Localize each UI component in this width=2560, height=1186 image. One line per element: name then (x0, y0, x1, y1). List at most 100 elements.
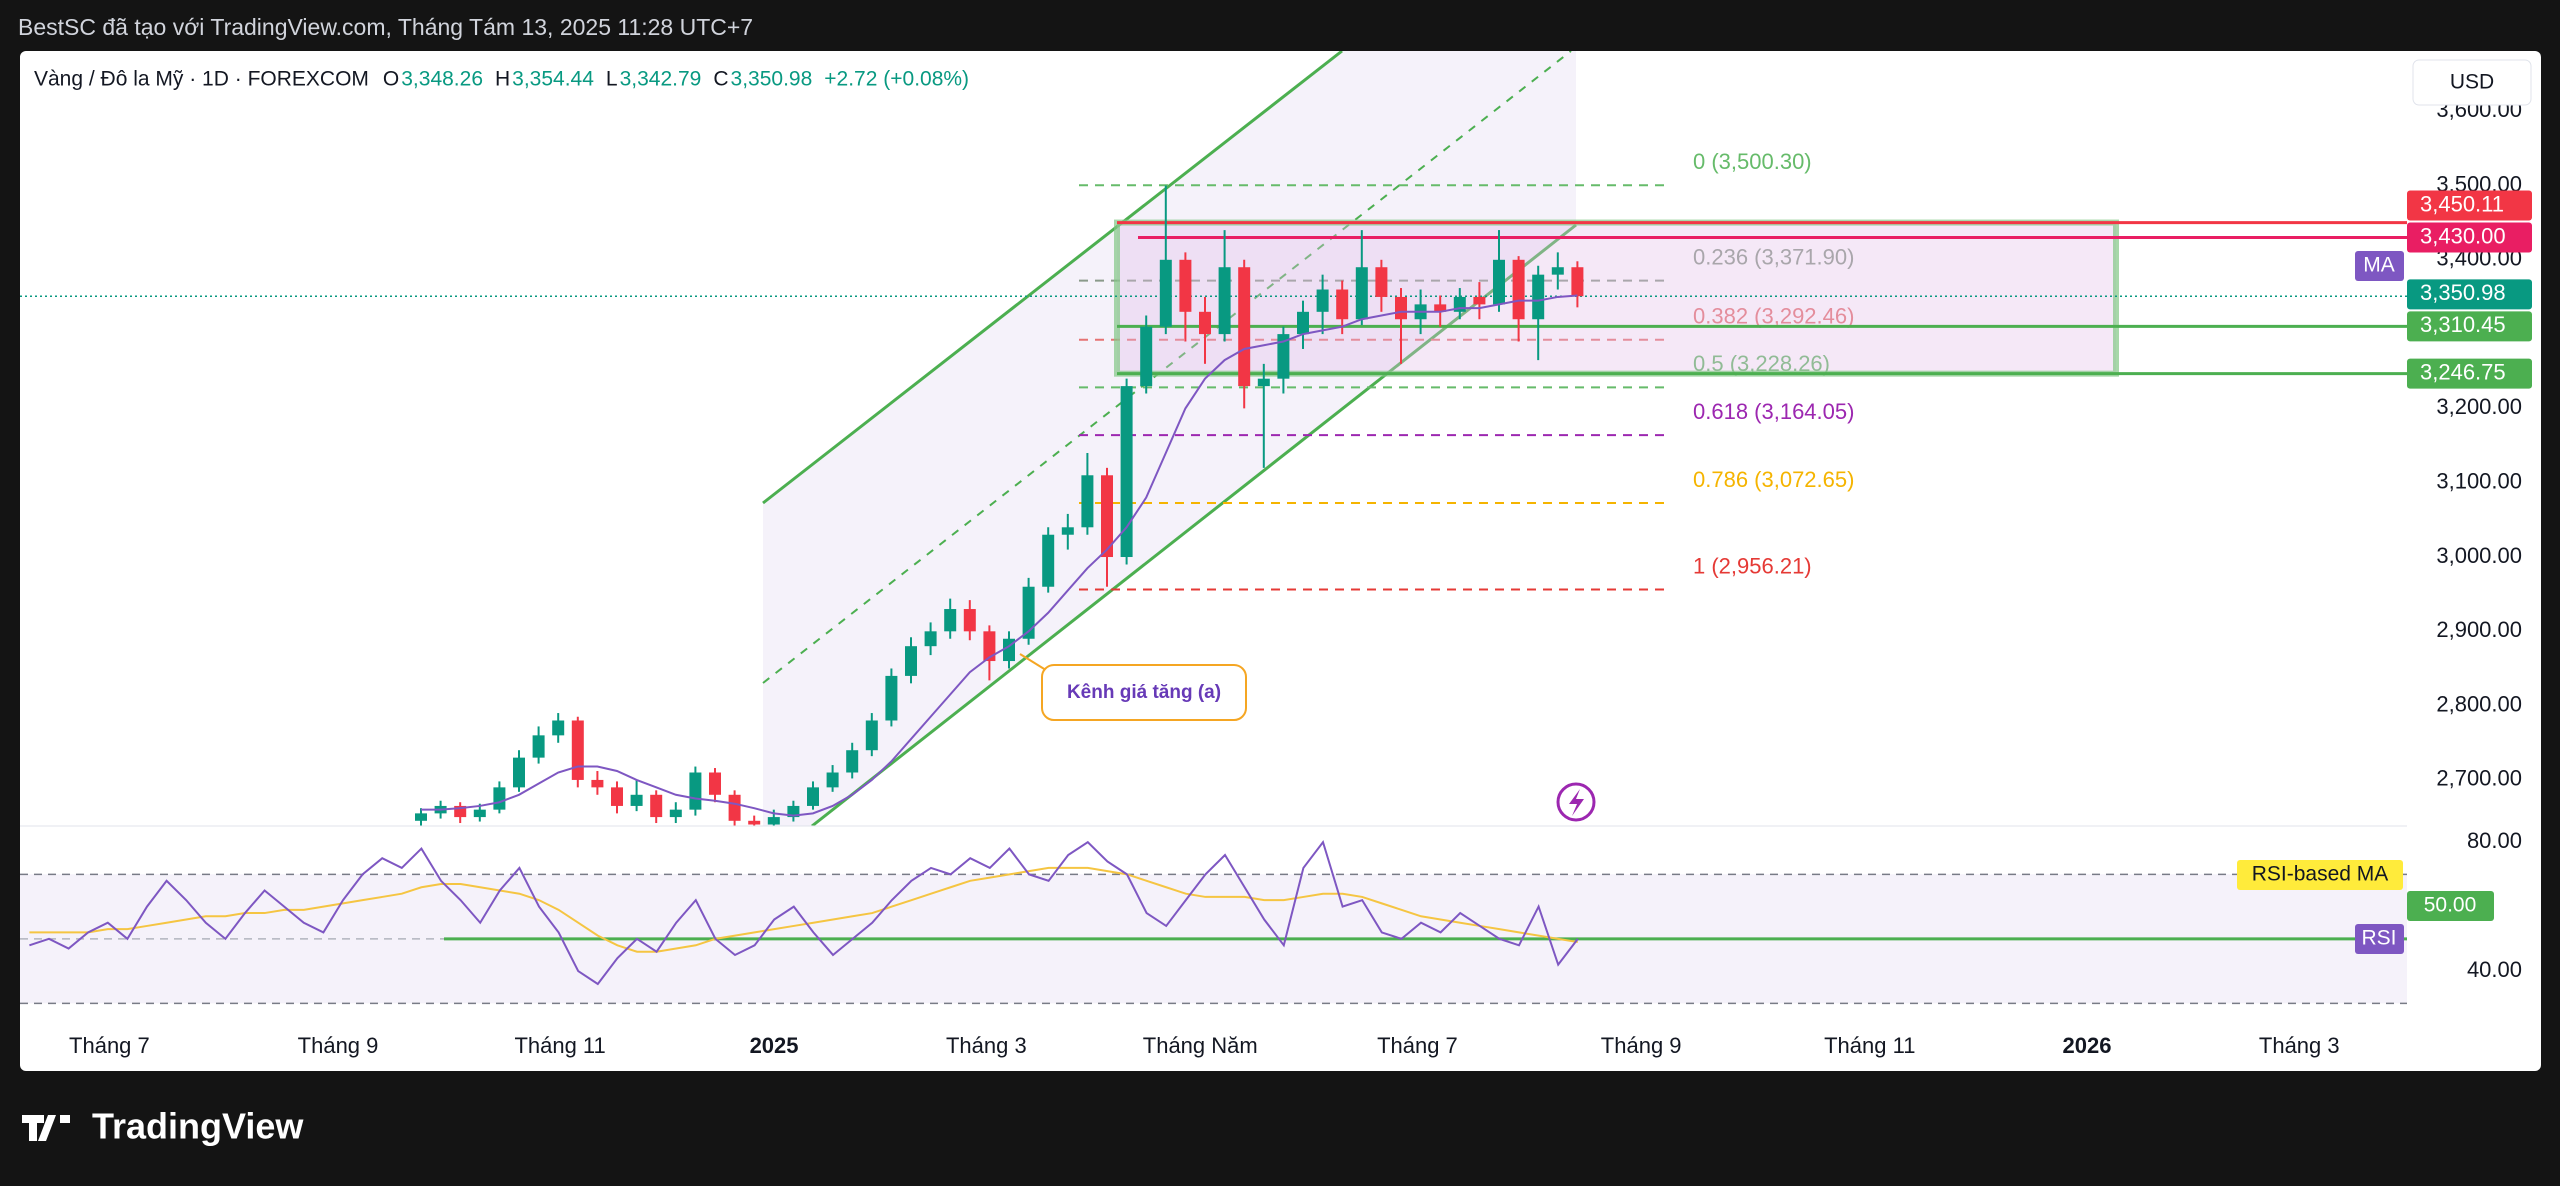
legend: Vàng / Đô la Mỹ · 1D · FOREXCOM O 3,348.26… (26, 62, 1086, 98)
currency: USD (2450, 71, 2494, 94)
y-tick-label: 2,900.00 (2436, 617, 2522, 642)
candle-body (630, 794, 643, 806)
currency-box[interactable] (2412, 59, 2532, 106)
candle-body (1257, 378, 1270, 387)
x-tick-label: Tháng 3 (946, 1033, 1027, 1058)
price-tag (2407, 279, 2532, 310)
candle-body (1316, 289, 1329, 312)
price-tag (2407, 222, 2532, 253)
candle-body (1551, 267, 1564, 275)
candle-body (1081, 475, 1094, 528)
candle-body (473, 809, 486, 818)
candle-body (709, 772, 721, 795)
y-tick-label: 3,000.00 (2436, 543, 2522, 568)
y-tick-label: 2,700.00 (2436, 766, 2522, 791)
fib-label: 0.786 (3,072.65) (1693, 467, 1854, 492)
channel-upper (762, 51, 1343, 505)
price-tag (2407, 190, 2532, 221)
caption: BestSC đã tạo với TradingView.com, Tháng… (18, 14, 753, 40)
candle-body (924, 631, 937, 647)
rsi-ma-tag (2237, 860, 2403, 890)
candle-body (532, 735, 545, 758)
legend-bg (26, 62, 1086, 98)
candle-body (1101, 475, 1113, 558)
channel-fill (763, 51, 1576, 826)
axes: 3,600.003,500.003,400.003,200.003,100.00… (69, 97, 2532, 1058)
candle-body (454, 805, 467, 818)
candle-body (983, 631, 996, 662)
candle-body (1571, 267, 1584, 297)
candle-body (591, 779, 604, 788)
event-bolt (1569, 789, 1584, 816)
rsi-tag (2355, 924, 2404, 954)
candle-body (493, 787, 506, 810)
candle-body (513, 757, 525, 788)
rsi-level-tag-label: 50.00 (2424, 894, 2477, 917)
candle-body (650, 794, 663, 818)
drawings (762, 51, 1577, 826)
x-tick-label: Tháng 7 (1377, 1033, 1458, 1058)
candle-body (1218, 267, 1231, 335)
ohlc-key: O (383, 68, 399, 91)
ohlc-value: 3,350.98 (731, 68, 813, 91)
candle-body (1532, 274, 1545, 320)
candle-body (571, 720, 584, 780)
symbol: Vàng / Đô la Mỹ · 1D · FOREXCOM (34, 68, 369, 91)
callout-box (1041, 664, 1247, 721)
price-tag-label: 3,430.00 (2420, 223, 2506, 248)
range-box (1114, 219, 2119, 377)
candle-body (826, 772, 839, 788)
x-tick-label: Tháng 9 (298, 1033, 379, 1058)
candle-body (689, 772, 702, 810)
ohlc-key: H (495, 68, 510, 91)
rsi-tick-label: 40.00 (2467, 957, 2522, 982)
candle-body (1375, 267, 1388, 297)
x-tick-label: Tháng 3 (2259, 1033, 2340, 1058)
price-tag-label: 3,350.98 (2420, 280, 2506, 305)
y-tick-label: 2,800.00 (2436, 691, 2522, 716)
candle-body (767, 817, 780, 825)
fib-label: 0.236 (3,371.90) (1693, 244, 1854, 269)
ohlc-key: L (606, 68, 618, 91)
rsi-pane (20, 839, 2407, 1005)
fib-label: 0 (3,500.30) (1693, 149, 1812, 174)
price-tag-label: 3,310.45 (2420, 312, 2506, 337)
rsi-level-tag (2407, 891, 2494, 921)
candle-body (1042, 534, 1055, 587)
candle-body (905, 646, 917, 676)
ma-line (421, 294, 1578, 817)
ohlc-value: 3,354.44 (512, 68, 594, 91)
logo-mark (22, 1115, 70, 1141)
ohlc-key: C (713, 68, 728, 91)
candle-body (1120, 386, 1133, 558)
x-tick-label: Tháng Năm (1143, 1033, 1258, 1058)
logo: TradingView (22, 1106, 304, 1147)
price-tag (2407, 358, 2532, 389)
channel-middle (762, 51, 1572, 684)
ma-tag (2355, 251, 2404, 281)
callout-text: Kênh giá tăng (a) (1067, 682, 1221, 703)
candle-body (415, 813, 427, 821)
candle-body (865, 720, 878, 751)
rsi-line (29, 839, 1579, 986)
price-pane: 0 (3,500.30) 0.236 (3,371.90) 0.382 (3,292… (20, 149, 2407, 826)
x-tick-label: 2025 (750, 1033, 799, 1058)
fib-label: 0.382 (3,292.46) (1693, 304, 1854, 329)
candle-body (669, 809, 682, 818)
candle-body (1179, 259, 1192, 312)
candle-body (1140, 326, 1153, 387)
candle-body (1022, 586, 1035, 639)
candle-body (807, 787, 819, 806)
ohlc-value: 3,348.26 (401, 68, 483, 91)
candle-body (963, 609, 976, 632)
candle-body (1199, 311, 1211, 335)
x-tick-label: Tháng 7 (69, 1033, 150, 1058)
candle-body (787, 805, 800, 818)
candle-body (552, 720, 565, 736)
candle-body (1277, 334, 1290, 379)
rsi-ma-tag-label: RSI-based MA (2252, 863, 2389, 886)
candle-body (1434, 304, 1447, 312)
fib-label: 1 (2,956.21) (1693, 553, 1812, 578)
